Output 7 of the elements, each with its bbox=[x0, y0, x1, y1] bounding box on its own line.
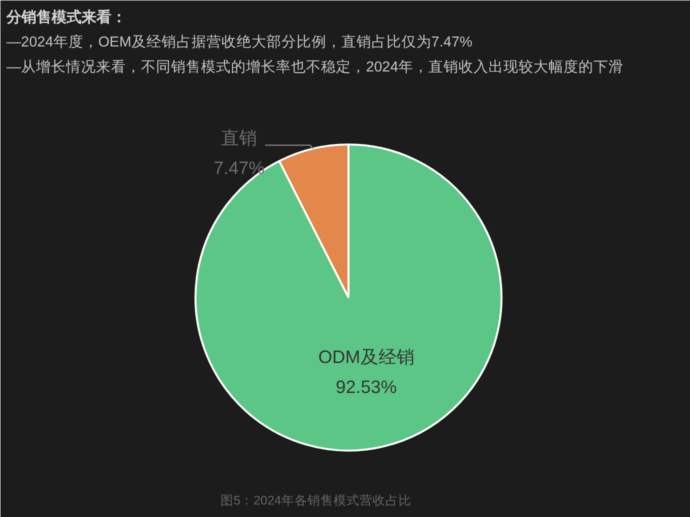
slice-label: 直销 bbox=[221, 128, 258, 148]
chart-subtitle: —2024年度，OEM及经销占据营收绝大部分比例，直销占比仅为7.47% —从增长情况来看，不同销售模式的增长率也不稳定，2024年，直销收入出现较大幅度的下滑 bbox=[6, 34, 624, 76]
data-label: 92.53% bbox=[336, 376, 397, 397]
slice-label: ODM及经销 bbox=[318, 346, 414, 367]
data-label: 7.47% bbox=[214, 158, 265, 178]
text: 分销售模式来看： bbox=[6, 9, 126, 26]
caption: 图5：2024年各销售模式营收占比 bbox=[220, 494, 412, 508]
